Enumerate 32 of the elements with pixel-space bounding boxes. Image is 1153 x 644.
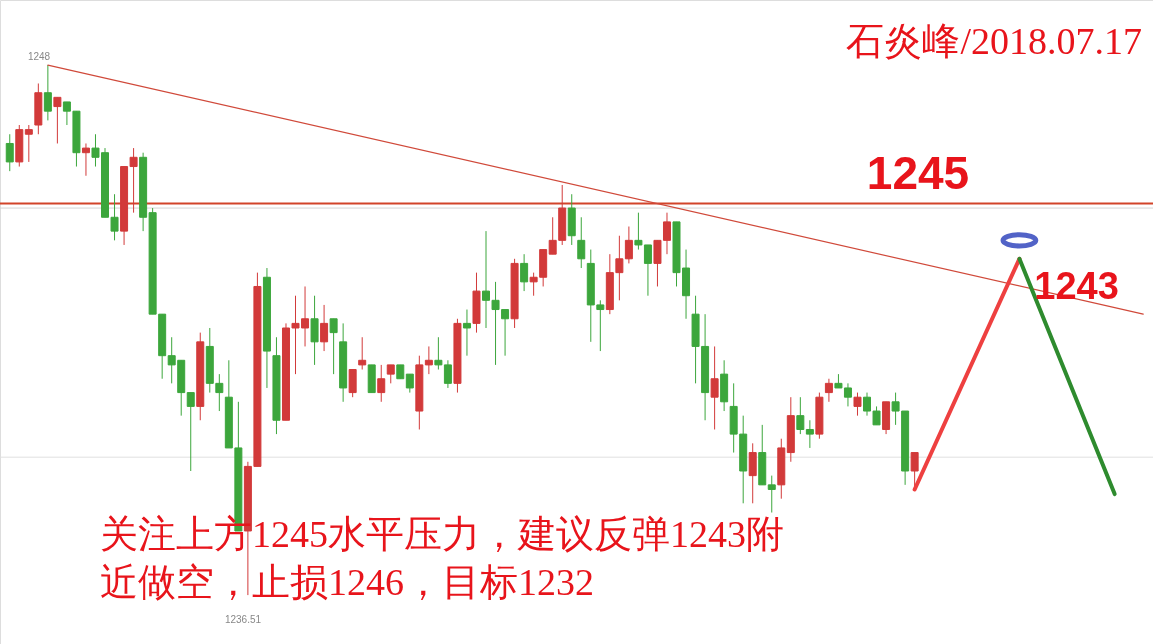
candlestick	[767, 475, 776, 514]
text: 石炎峰/2018.07.17	[846, 20, 1142, 62]
candlestick	[805, 419, 814, 449]
candlestick	[53, 96, 62, 144]
candlestick	[577, 216, 586, 269]
candlestick	[405, 373, 414, 394]
candlestick	[386, 364, 395, 384]
annotation: 关注上方1245水平压力，建议反弹1243附	[100, 513, 784, 555]
annotation: 近做空，止损1246，目标1232	[100, 561, 594, 603]
candlestick	[710, 345, 719, 430]
candlestick	[853, 392, 862, 417]
candlestick	[43, 64, 52, 121]
annotation: 1248	[27, 51, 51, 62]
candlestick	[329, 318, 338, 375]
annotation: 1243	[1034, 264, 1119, 307]
candlestick	[348, 369, 357, 398]
candlestick	[320, 304, 329, 352]
candlestick	[424, 345, 433, 375]
candlestick	[186, 392, 195, 472]
candlestick	[5, 133, 14, 172]
candlestick	[520, 253, 529, 292]
ref-line-label: 1245	[866, 147, 970, 200]
candlestick	[81, 142, 90, 177]
candlestick	[377, 364, 386, 403]
candlestick	[748, 442, 757, 504]
candlestick	[310, 295, 319, 366]
candlestick	[462, 309, 471, 357]
candlestick	[796, 396, 805, 435]
annotation: 1236.51	[224, 614, 262, 625]
candlestick	[24, 124, 33, 163]
candlestick	[358, 336, 367, 371]
candlestick	[824, 378, 833, 403]
